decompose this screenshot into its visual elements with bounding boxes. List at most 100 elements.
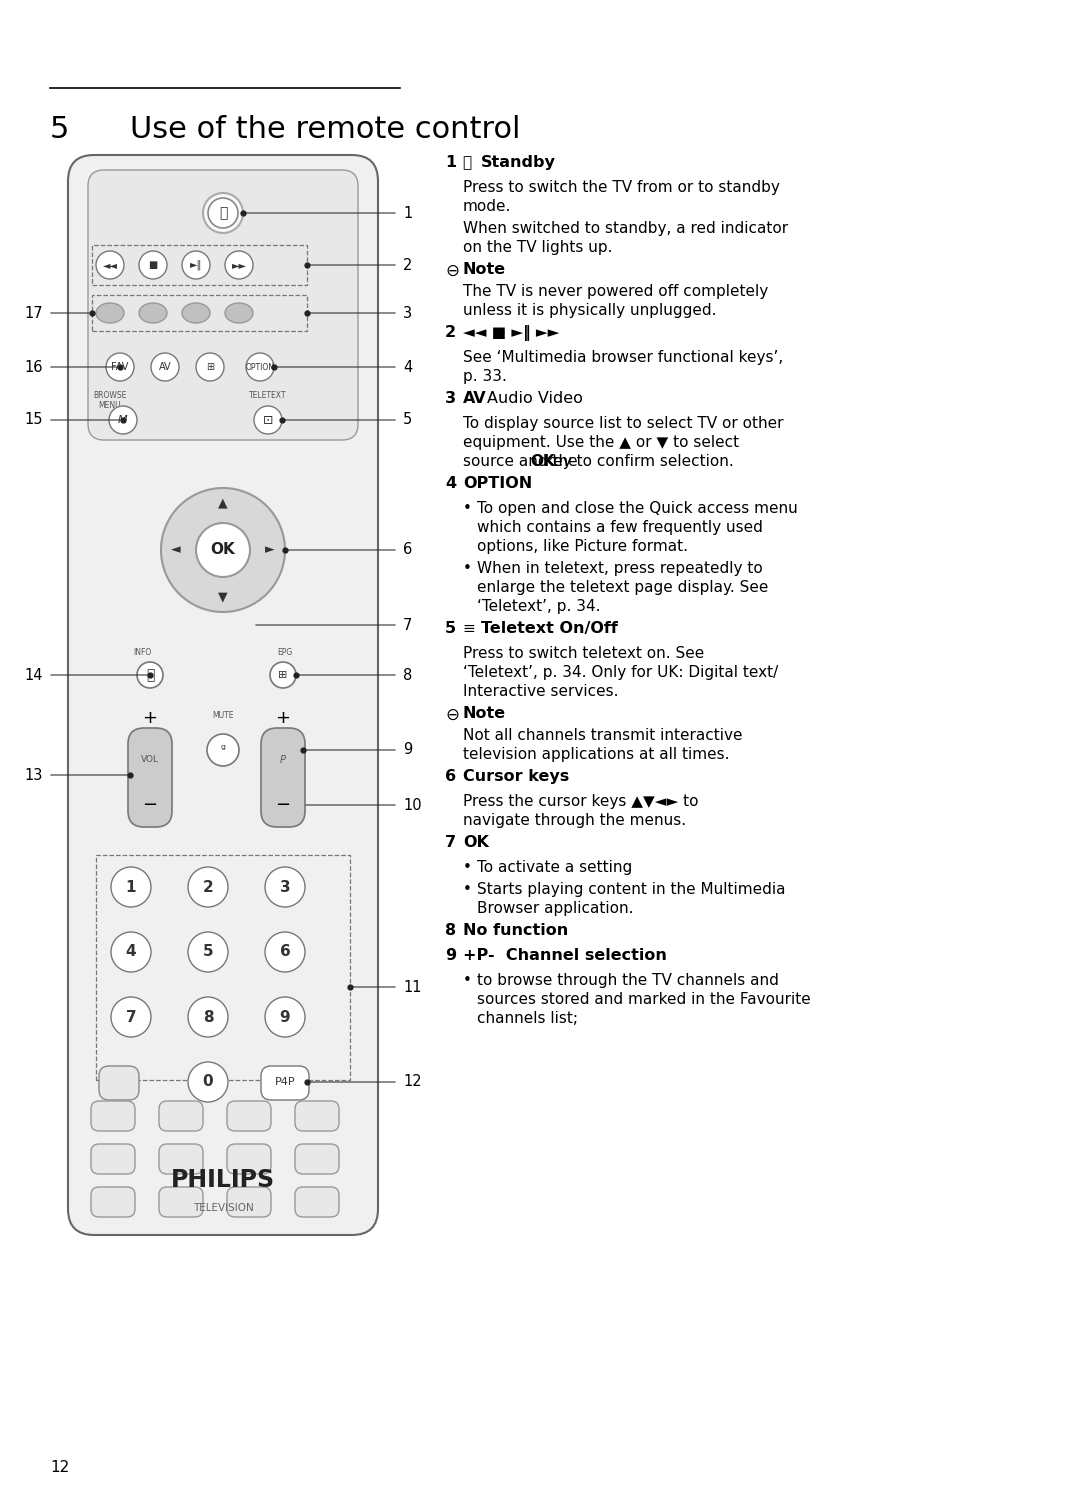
FancyBboxPatch shape [159,1144,203,1174]
Text: 2: 2 [445,325,456,340]
Text: 1: 1 [403,205,413,220]
FancyBboxPatch shape [91,1187,135,1217]
Text: MENU: MENU [98,401,121,410]
Text: Standby: Standby [481,155,556,169]
FancyBboxPatch shape [261,728,305,828]
Text: which contains a few frequently used: which contains a few frequently used [477,520,762,535]
Circle shape [203,193,243,233]
Text: 1: 1 [125,880,136,895]
Text: OPTION: OPTION [245,363,274,372]
FancyBboxPatch shape [159,1101,203,1131]
Text: See ‘Multimedia browser functional keys’,: See ‘Multimedia browser functional keys’… [463,351,783,366]
Circle shape [195,523,249,577]
FancyBboxPatch shape [227,1144,271,1174]
Text: P: P [280,755,286,765]
FancyBboxPatch shape [91,1144,135,1174]
Text: M: M [118,415,127,425]
Text: Press to switch the TV from or to standby: Press to switch the TV from or to standb… [463,180,780,195]
Text: television applications at all times.: television applications at all times. [463,747,729,762]
Text: 14: 14 [25,667,43,682]
FancyBboxPatch shape [227,1101,271,1131]
Circle shape [265,932,305,972]
FancyBboxPatch shape [295,1187,339,1217]
Text: options, like Picture format.: options, like Picture format. [477,539,688,554]
Bar [96,854,350,1080]
Circle shape [208,198,238,227]
Text: •: • [463,562,472,577]
Text: 7: 7 [445,835,456,850]
Text: ▼: ▼ [218,590,228,603]
Text: Browser application.: Browser application. [477,901,634,915]
Circle shape [111,932,151,972]
Text: No function: No function [463,923,568,938]
Text: BROWSE: BROWSE [93,391,126,400]
Text: INFO: INFO [133,648,151,657]
Text: source and the: source and the [463,455,582,470]
Circle shape [188,997,228,1037]
Text: 15: 15 [25,413,43,428]
Circle shape [139,251,167,279]
Bar [92,245,307,285]
Text: PHILIPS: PHILIPS [171,1168,275,1192]
Text: 5: 5 [50,114,69,144]
Text: ⊖: ⊖ [445,262,459,279]
Text: •: • [463,973,472,988]
Text: Use of the remote control: Use of the remote control [130,114,521,144]
FancyBboxPatch shape [99,1065,139,1100]
Text: To open and close the Quick access menu: To open and close the Quick access menu [477,501,798,516]
Text: unless it is physically unplugged.: unless it is physically unplugged. [463,303,716,318]
FancyBboxPatch shape [68,155,378,1235]
Circle shape [183,251,210,279]
Circle shape [254,406,282,434]
Text: AV: AV [463,391,487,406]
Text: ►►: ►► [231,260,246,270]
Text: +: + [143,709,158,727]
Text: ⊞: ⊞ [206,363,214,372]
Text: Audio Video: Audio Video [487,391,583,406]
Text: p. 33.: p. 33. [463,369,507,383]
Text: When in teletext, press repeatedly to: When in teletext, press repeatedly to [477,562,762,577]
Text: EPG: EPG [278,648,293,657]
Text: Teletext On/Off: Teletext On/Off [481,621,618,636]
Text: The TV is never powered off completely: The TV is never powered off completely [463,284,768,299]
Text: 12: 12 [50,1461,69,1476]
Text: Cursor keys: Cursor keys [463,768,569,785]
Text: 2: 2 [203,880,214,895]
Text: ≡: ≡ [463,621,481,636]
Text: ⏻: ⏻ [219,207,227,220]
Text: ‘Teletext’, p. 34. Only for UK: Digital text/: ‘Teletext’, p. 34. Only for UK: Digital … [463,666,779,681]
Text: TELEVISION: TELEVISION [192,1204,254,1213]
Ellipse shape [225,303,253,322]
FancyBboxPatch shape [261,1065,309,1100]
Text: Note: Note [463,706,507,721]
Text: •: • [463,501,472,516]
Text: ᵍ: ᵍ [220,743,226,756]
Text: Starts playing content in the Multimedia: Starts playing content in the Multimedia [477,883,785,898]
Circle shape [265,866,305,906]
Text: 6: 6 [445,768,456,785]
Text: ◄◄ ■ ►‖ ►►: ◄◄ ■ ►‖ ►► [463,325,559,340]
Text: OK: OK [463,835,489,850]
FancyBboxPatch shape [87,169,357,440]
Circle shape [111,866,151,906]
FancyBboxPatch shape [227,1187,271,1217]
Circle shape [246,354,274,380]
Text: mode.: mode. [463,199,511,214]
Circle shape [109,406,137,434]
Circle shape [270,661,296,688]
Bar [92,296,307,331]
Text: 11: 11 [403,979,421,994]
Text: OK: OK [211,542,235,557]
Text: 10: 10 [403,798,421,813]
Text: 4: 4 [403,360,413,374]
Text: −: − [275,796,291,814]
Text: 3: 3 [445,391,456,406]
Text: 5: 5 [203,945,214,960]
Text: ⊖: ⊖ [445,706,459,724]
Text: equipment. Use the ▲ or ▼ to select: equipment. Use the ▲ or ▼ to select [463,435,739,450]
Text: navigate through the menus.: navigate through the menus. [463,813,686,828]
Text: P4P: P4P [274,1077,295,1086]
Text: ■: ■ [148,260,158,270]
Text: channels list;: channels list; [477,1010,578,1025]
Text: To activate a setting: To activate a setting [477,860,632,875]
